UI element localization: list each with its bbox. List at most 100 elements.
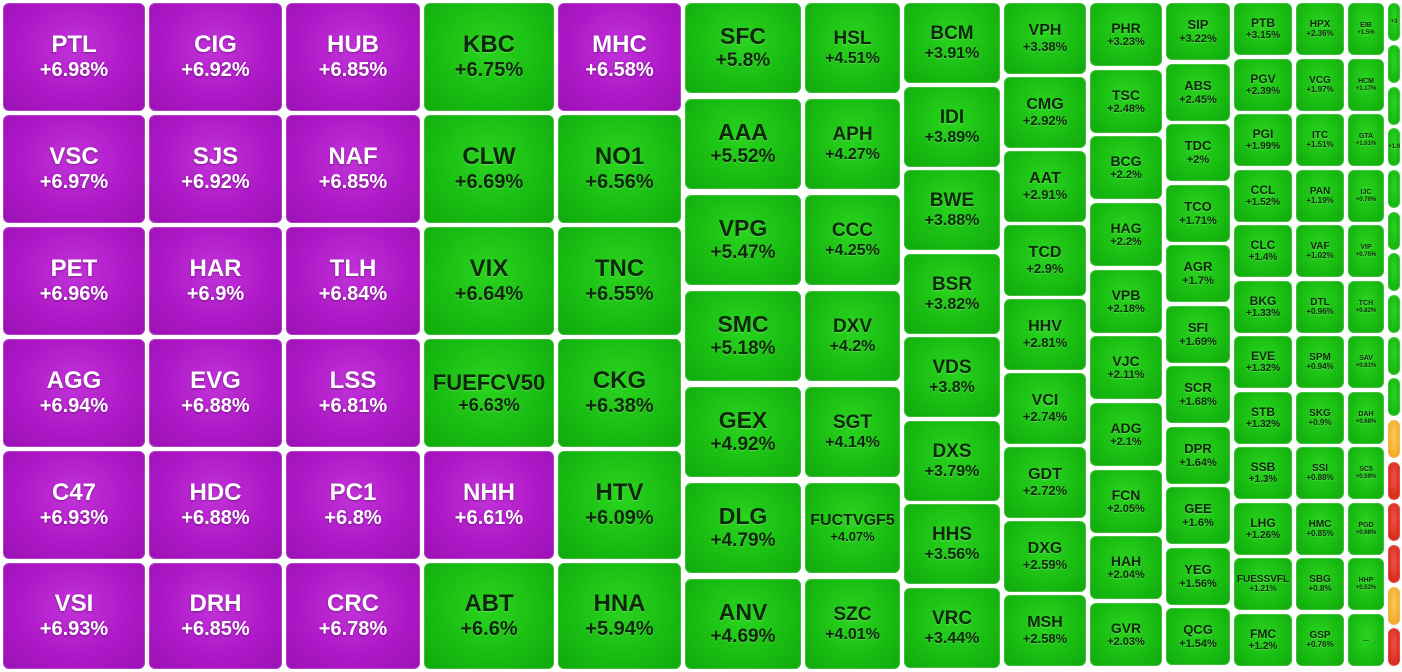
- tile-bcm[interactable]: BCM +3.91%: [904, 3, 1000, 83]
- tile-small[interactable]: [1388, 628, 1400, 666]
- tile-ccc[interactable]: CCC +4.25%: [805, 195, 900, 285]
- tile-hmc[interactable]: HMC +0.85%: [1296, 503, 1344, 555]
- tile-hhs[interactable]: HHS +3.56%: [904, 504, 1000, 584]
- tile-mhc[interactable]: MHC +6.58%: [558, 3, 681, 111]
- tile-small[interactable]: [1388, 545, 1400, 583]
- tile-small[interactable]: [1388, 503, 1400, 541]
- tile-adg[interactable]: ADG +2.1%: [1090, 403, 1162, 466]
- tile-small[interactable]: [1388, 462, 1400, 500]
- tile-spm[interactable]: SPM +0.94%: [1296, 336, 1344, 388]
- tile-gta[interactable]: GTA +1.01%: [1348, 114, 1384, 166]
- tile-yeg[interactable]: YEG +1.56%: [1166, 548, 1230, 605]
- tile-gex[interactable]: GEX +4.92%: [685, 387, 801, 477]
- tile-msh[interactable]: MSH +2.58%: [1004, 595, 1086, 666]
- tile-fuctvgf5[interactable]: FUCTVGF5 +4.07%: [805, 483, 900, 573]
- tile-hdc[interactable]: HDC +6.88%: [149, 451, 282, 559]
- tile-small[interactable]: +1.9: [1388, 128, 1400, 166]
- tile-vjc[interactable]: VJC +2.11%: [1090, 336, 1162, 399]
- tile-hpx[interactable]: HPX +2.36%: [1296, 3, 1344, 55]
- tile-agg[interactable]: AGG +6.94%: [3, 339, 145, 447]
- tile-small[interactable]: [1388, 87, 1400, 125]
- tile-pgv[interactable]: PGV +2.39%: [1234, 59, 1292, 111]
- tile-abt[interactable]: ABT +6.6%: [424, 563, 554, 669]
- tile-bsr[interactable]: BSR +3.82%: [904, 254, 1000, 334]
- tile-fcn[interactable]: FCN +2.05%: [1090, 470, 1162, 533]
- tile-stb[interactable]: STB +1.32%: [1234, 392, 1292, 444]
- tile-vpb[interactable]: VPB +2.18%: [1090, 270, 1162, 333]
- tile-small[interactable]: [1388, 45, 1400, 83]
- tile-tsc[interactable]: TSC +2.48%: [1090, 70, 1162, 133]
- tile-pet[interactable]: PET +6.96%: [3, 227, 145, 335]
- tile-dah[interactable]: DAH +0.68%: [1348, 392, 1384, 444]
- tile-ssb[interactable]: SSB +1.3%: [1234, 447, 1292, 499]
- tile-sfc[interactable]: SFC +5.8%: [685, 3, 801, 93]
- tile-vaf[interactable]: VAF +1.02%: [1296, 225, 1344, 277]
- tile-vpg[interactable]: VPG +5.47%: [685, 195, 801, 285]
- tile-vph[interactable]: VPH +3.38%: [1004, 3, 1086, 74]
- tile-ijc[interactable]: IJC +0.76%: [1348, 170, 1384, 222]
- tile-skg[interactable]: SKG +0.9%: [1296, 392, 1344, 444]
- tile-htv[interactable]: HTV +6.09%: [558, 451, 681, 559]
- tile-ccl[interactable]: CCL +1.52%: [1234, 170, 1292, 222]
- tile-pan[interactable]: PAN +1.19%: [1296, 170, 1344, 222]
- tile-tch[interactable]: TCH +0.82%: [1348, 281, 1384, 333]
- tile-ssi[interactable]: SSI +0.88%: [1296, 447, 1344, 499]
- tile-nhh[interactable]: NHH +6.61%: [424, 451, 554, 559]
- tile-bkg[interactable]: BKG +1.33%: [1234, 281, 1292, 333]
- tile-idi[interactable]: IDI +3.89%: [904, 87, 1000, 167]
- tile-tco[interactable]: TCO +1.71%: [1166, 185, 1230, 242]
- tile-eib[interactable]: EIB +1.5%: [1348, 3, 1384, 55]
- tile-fuessvfl[interactable]: FUESSVFL +1.21%: [1234, 558, 1292, 610]
- tile-fuefcv50[interactable]: FUEFCV50 +6.63%: [424, 339, 554, 447]
- tile-vip[interactable]: VIP +0.75%: [1348, 225, 1384, 277]
- tile-pgd[interactable]: PGD +0.68%: [1348, 503, 1384, 555]
- tile-eve[interactable]: EVE +1.32%: [1234, 336, 1292, 388]
- tile-vsc[interactable]: VSC +6.97%: [3, 115, 145, 223]
- tile-kbc[interactable]: KBC +6.75%: [424, 3, 554, 111]
- tile-gee[interactable]: GEE +1.6%: [1166, 487, 1230, 544]
- tile-cig[interactable]: CIG +6.92%: [149, 3, 282, 111]
- tile-vrc[interactable]: VRC +3.44%: [904, 588, 1000, 668]
- tile-small[interactable]: [1388, 253, 1400, 291]
- tile-vci[interactable]: VCI +2.74%: [1004, 373, 1086, 444]
- tile-hsl[interactable]: HSL +4.51%: [805, 3, 900, 93]
- tile-ckg[interactable]: CKG +6.38%: [558, 339, 681, 447]
- tile-sgt[interactable]: SGT +4.14%: [805, 387, 900, 477]
- tile-sfi[interactable]: SFI +1.69%: [1166, 306, 1230, 363]
- tile-tdc[interactable]: TDC +2%: [1166, 124, 1230, 181]
- tile-vds[interactable]: VDS +3.8%: [904, 337, 1000, 417]
- tile-pc1[interactable]: PC1 +6.8%: [286, 451, 420, 559]
- tile-evg[interactable]: EVG +6.88%: [149, 339, 282, 447]
- tile-agr[interactable]: AGR +1.7%: [1166, 245, 1230, 302]
- tile-aaa[interactable]: AAA +5.52%: [685, 99, 801, 189]
- tile-dpr[interactable]: DPR +1.64%: [1166, 427, 1230, 484]
- tile-hcm[interactable]: HCM +1.17%: [1348, 59, 1384, 111]
- tile-hub[interactable]: HUB +6.85%: [286, 3, 420, 111]
- tile-pgi[interactable]: PGI +1.99%: [1234, 114, 1292, 166]
- tile-bcg[interactable]: BCG +2.2%: [1090, 136, 1162, 199]
- tile-dxs[interactable]: DXS +3.79%: [904, 421, 1000, 501]
- tile-small[interactable]: [1388, 337, 1400, 375]
- tile-small[interactable]: [1388, 295, 1400, 333]
- tile-c47[interactable]: C47 +6.93%: [3, 451, 145, 559]
- tile-vcg[interactable]: VCG +1.97%: [1296, 59, 1344, 111]
- tile-sip[interactable]: SIP +3.22%: [1166, 3, 1230, 60]
- tile-ptb[interactable]: PTB +3.15%: [1234, 3, 1292, 55]
- tile-aat[interactable]: AAT +2.91%: [1004, 151, 1086, 222]
- tile-abs[interactable]: ABS +2.45%: [1166, 64, 1230, 121]
- tile-bwe[interactable]: BWE +3.88%: [904, 170, 1000, 250]
- tile-small[interactable]: ...: [1348, 614, 1384, 666]
- tile-sc5[interactable]: SC5 +0.59%: [1348, 447, 1384, 499]
- tile-hag[interactable]: HAG +2.2%: [1090, 203, 1162, 266]
- tile-lhg[interactable]: LHG +1.26%: [1234, 503, 1292, 555]
- tile-vix[interactable]: VIX +6.64%: [424, 227, 554, 335]
- tile-phr[interactable]: PHR +3.23%: [1090, 3, 1162, 66]
- tile-gvr[interactable]: GVR +2.03%: [1090, 603, 1162, 666]
- tile-vsi[interactable]: VSI +6.93%: [3, 563, 145, 669]
- tile-sbg[interactable]: SBG +0.8%: [1296, 558, 1344, 610]
- tile-cmg[interactable]: CMG +2.92%: [1004, 77, 1086, 148]
- tile-small[interactable]: [1388, 420, 1400, 458]
- tile-sav[interactable]: SAV +0.81%: [1348, 336, 1384, 388]
- tile-anv[interactable]: ANV +4.69%: [685, 579, 801, 669]
- tile-gsp[interactable]: GSP +0.76%: [1296, 614, 1344, 666]
